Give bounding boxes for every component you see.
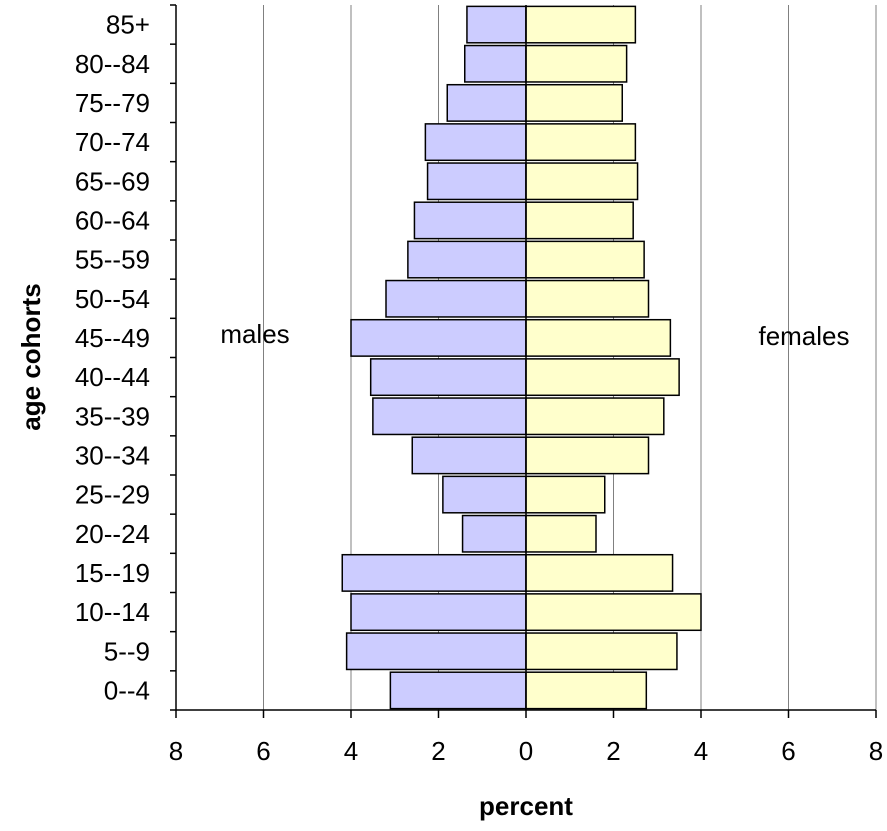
y-tick-label-25--29: 25--29 bbox=[75, 480, 150, 510]
annotation-females: females bbox=[758, 321, 849, 351]
y-tick-label-85+: 85+ bbox=[106, 10, 150, 40]
bar-males-70--74 bbox=[424, 123, 527, 162]
bar-females-55--59 bbox=[525, 240, 645, 279]
bar-males-10--14 bbox=[350, 593, 527, 632]
y-tick-label-35--39: 35--39 bbox=[75, 401, 150, 431]
x-tick-label-8: 8 bbox=[869, 736, 883, 766]
x-tick-label-6: 4 bbox=[694, 736, 708, 766]
y-tick-label-15--19: 15--19 bbox=[75, 558, 150, 588]
x-tick-labels: 8 6 4 2 0 2 4 6 8 bbox=[169, 736, 883, 766]
x-tick-label-2: 4 bbox=[344, 736, 358, 766]
bar-males-80--84 bbox=[464, 44, 527, 83]
y-tick-label-40--44: 40--44 bbox=[75, 362, 150, 392]
x-tick-label-0: 8 bbox=[169, 736, 183, 766]
bar-males-45--49 bbox=[350, 318, 527, 357]
x-tick-label-5: 2 bbox=[606, 736, 620, 766]
bar-males-15--19 bbox=[341, 553, 527, 592]
y-tick-label-70--74: 70--74 bbox=[75, 127, 150, 157]
y-tick-label-20--24: 20--24 bbox=[75, 519, 150, 549]
y-tick-label-30--34: 30--34 bbox=[75, 440, 150, 470]
bar-females-45--49 bbox=[525, 318, 672, 357]
y-tick-labels: 0--4 5--9 10--14 15--19 20--24 25--29 30--34 35… bbox=[75, 10, 150, 706]
bar-males-50--54 bbox=[385, 279, 527, 318]
bar-males-85+ bbox=[466, 5, 527, 44]
y-tick-label-10--14: 10--14 bbox=[75, 597, 150, 627]
bar-females-85+ bbox=[525, 5, 637, 44]
bar-females-35--39 bbox=[525, 397, 665, 436]
bar-females-70--74 bbox=[525, 123, 637, 162]
bars-group bbox=[341, 5, 702, 710]
bar-females-80--84 bbox=[525, 44, 628, 83]
y-tick-label-50--54: 50--54 bbox=[75, 284, 150, 314]
bar-females-20--24 bbox=[525, 514, 597, 553]
bar-females-40--44 bbox=[525, 358, 680, 397]
bar-females-10--14 bbox=[525, 593, 702, 632]
y-tick-label-0--4: 0--4 bbox=[104, 675, 150, 705]
bar-females-0--4 bbox=[525, 671, 648, 710]
bar-males-60--64 bbox=[413, 201, 527, 240]
bar-males-20--24 bbox=[461, 514, 527, 553]
x-axis-title: percent bbox=[479, 791, 573, 821]
bar-females-60--64 bbox=[525, 201, 634, 240]
bar-females-75--79 bbox=[525, 83, 623, 122]
bar-females-5--9 bbox=[525, 632, 678, 671]
annotation-males: males bbox=[220, 319, 289, 349]
y-tick-label-60--64: 60--64 bbox=[75, 205, 150, 235]
y-axis-title: age cohorts bbox=[16, 283, 46, 430]
bar-males-30--34 bbox=[411, 436, 527, 475]
bar-females-15--19 bbox=[525, 553, 674, 592]
bar-females-50--54 bbox=[525, 279, 650, 318]
y-tick-label-65--69: 65--69 bbox=[75, 166, 150, 196]
grid-lines bbox=[175, 5, 877, 710]
bar-females-30--34 bbox=[525, 436, 650, 475]
bar-females-25--29 bbox=[525, 475, 606, 514]
x-tick-label-1: 6 bbox=[256, 736, 270, 766]
y-tick-label-80--84: 80--84 bbox=[75, 49, 150, 79]
y-tick-label-55--59: 55--59 bbox=[75, 245, 150, 275]
bar-males-75--79 bbox=[446, 83, 527, 122]
bar-males-40--44 bbox=[369, 358, 527, 397]
bar-males-65--69 bbox=[426, 162, 527, 201]
y-tick-label-75--79: 75--79 bbox=[75, 88, 150, 118]
axes-group bbox=[170, 4, 877, 718]
y-tick-label-45--49: 45--49 bbox=[75, 323, 150, 353]
bar-males-0--4 bbox=[389, 671, 527, 710]
x-tick-label-3: 2 bbox=[431, 736, 445, 766]
bar-males-25--29 bbox=[442, 475, 527, 514]
x-tick-label-7: 6 bbox=[781, 736, 795, 766]
y-tick-label-5--9: 5--9 bbox=[104, 636, 150, 666]
bar-males-5--9 bbox=[345, 632, 527, 671]
bar-males-35--39 bbox=[372, 397, 527, 436]
bar-males-55--59 bbox=[407, 240, 527, 279]
x-tick-label-4: 0 bbox=[519, 736, 533, 766]
bar-females-65--69 bbox=[525, 162, 639, 201]
